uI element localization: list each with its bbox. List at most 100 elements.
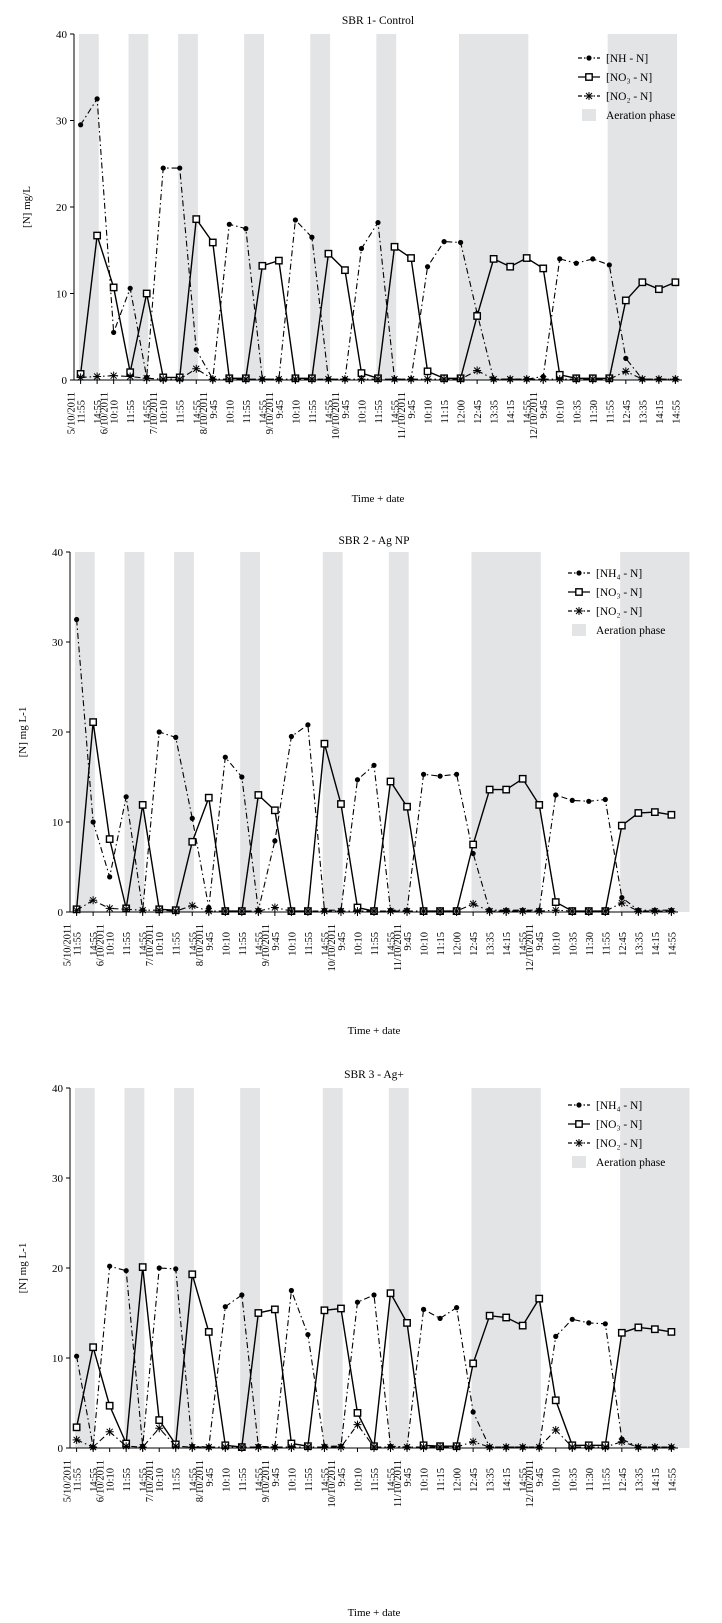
legend-marker-square bbox=[585, 73, 593, 81]
data-point-no2 bbox=[419, 907, 428, 916]
x-tick-label: 10:10 bbox=[110, 400, 121, 424]
x-tick-label: 11:55 bbox=[605, 400, 616, 424]
legend-marker-dot bbox=[576, 570, 582, 576]
x-tick-label: 14:55 bbox=[258, 400, 269, 424]
data-point-no2 bbox=[72, 906, 81, 915]
legend-marker-dot bbox=[576, 1102, 582, 1108]
data-point-no3 bbox=[506, 262, 515, 271]
date-label: 6/10/2011 bbox=[96, 924, 107, 966]
data-point-no2 bbox=[601, 907, 610, 916]
data-point-no2 bbox=[320, 907, 329, 916]
data-point-no2 bbox=[320, 1443, 329, 1452]
date-label: 6/10/2011 bbox=[100, 392, 111, 434]
x-tick-label: 14:15 bbox=[502, 1468, 513, 1492]
aeration-band bbox=[240, 1088, 260, 1448]
date-label: 12/10/2011 bbox=[525, 1460, 536, 1507]
x-tick-label: 14:55 bbox=[523, 400, 534, 424]
x-tick-label: 9:45 bbox=[337, 932, 348, 951]
x-tick-label: 10:10 bbox=[353, 932, 364, 956]
data-point-no2 bbox=[518, 1443, 527, 1452]
data-point-no3 bbox=[502, 785, 511, 794]
legend-label: [NO₃ - N] bbox=[606, 72, 652, 84]
data-point-nh4 bbox=[569, 797, 575, 804]
data-point-nh4 bbox=[305, 1332, 311, 1338]
x-tick-label: 10:10 bbox=[357, 400, 368, 424]
data-point-no2 bbox=[423, 375, 432, 384]
date-label: 6/10/2011 bbox=[96, 1460, 107, 1502]
legend-item-no2: [NO₂ - N] bbox=[568, 1138, 642, 1150]
x-axis-label: Time + date bbox=[348, 1607, 401, 1619]
x-tick-label: 11:55 bbox=[304, 1468, 315, 1492]
aeration-band bbox=[471, 1088, 541, 1448]
data-point-no2 bbox=[336, 1443, 345, 1452]
date-label: 10/10/2011 bbox=[327, 1460, 338, 1507]
date-label: 9/10/2011 bbox=[261, 924, 272, 966]
series-no2 bbox=[76, 364, 680, 384]
chart-panel-1: 0 10 20 30 40 11:55 14:55 10:10 11:55 14:55 10:10 1… bbox=[21, 15, 682, 505]
data-point-no2 bbox=[221, 1443, 230, 1452]
data-point-no3 bbox=[407, 254, 415, 262]
x-tick-label: 14:15 bbox=[655, 400, 666, 424]
data-point-no2 bbox=[287, 907, 296, 916]
data-point-no2 bbox=[274, 375, 283, 384]
chart-title: SBR 1- Control bbox=[342, 15, 414, 27]
data-point-nh4 bbox=[553, 792, 559, 798]
data-point-no2 bbox=[72, 1435, 81, 1444]
data-point-nh4 bbox=[375, 219, 381, 226]
data-point-nh4 bbox=[160, 165, 166, 171]
x-tick-label: 11:55 bbox=[242, 400, 253, 424]
data-point-no3 bbox=[89, 718, 98, 727]
y-tick-label: 30 bbox=[52, 637, 64, 649]
data-point-nh4 bbox=[441, 239, 447, 245]
data-point-no2 bbox=[568, 1443, 577, 1452]
data-point-nh4 bbox=[288, 733, 294, 740]
data-point-no3 bbox=[337, 1304, 345, 1313]
data-point-no2 bbox=[159, 375, 168, 384]
data-point-no2 bbox=[650, 1443, 659, 1452]
data-point-nh4 bbox=[239, 1292, 245, 1298]
data-point-no3 bbox=[617, 821, 626, 830]
x-tick-label: 14:15 bbox=[502, 932, 513, 956]
legend-item-no3: [NO₃ - N] bbox=[568, 1119, 642, 1131]
data-point-no3 bbox=[469, 840, 478, 849]
data-point-nh4 bbox=[239, 774, 245, 780]
legend-label: [NO₃ - N] bbox=[596, 587, 642, 599]
series-no2 bbox=[72, 896, 676, 916]
data-point-no2 bbox=[419, 1443, 428, 1452]
data-point-no2 bbox=[502, 1443, 511, 1452]
data-point-nh4 bbox=[454, 1305, 460, 1311]
data-point-no2 bbox=[539, 375, 548, 384]
x-tick-label: 11:15 bbox=[440, 400, 451, 424]
x-tick-label: 9:45 bbox=[205, 932, 216, 951]
data-point-no2 bbox=[535, 907, 544, 916]
x-tick-label: 14:55 bbox=[324, 400, 335, 424]
data-point-no2 bbox=[506, 375, 515, 384]
chart-title: SBR 2 - Ag NP bbox=[339, 535, 410, 547]
data-point-no2 bbox=[142, 374, 151, 383]
data-point-no3 bbox=[320, 1306, 329, 1315]
x-tick-label: 14:55 bbox=[139, 932, 150, 956]
data-point-no2 bbox=[407, 375, 416, 384]
aeration-band bbox=[74, 552, 95, 912]
x-tick-label: 9:45 bbox=[271, 932, 282, 951]
data-point-no3 bbox=[485, 1311, 494, 1320]
x-tick-label: 10:10 bbox=[287, 1468, 298, 1492]
x-tick-label: 13:35 bbox=[490, 400, 501, 424]
x-tick-label: 14:55 bbox=[519, 1468, 530, 1492]
x-tick-label: 13:35 bbox=[638, 400, 649, 424]
data-point-nh4 bbox=[553, 1333, 559, 1339]
x-tick-label: 14:55 bbox=[254, 1468, 265, 1492]
data-point-no3 bbox=[204, 793, 213, 802]
x-tick-label: 11:55 bbox=[601, 1468, 612, 1492]
x-tick-label: 10:35 bbox=[568, 932, 579, 956]
data-point-no3 bbox=[390, 242, 399, 251]
data-point-no2 bbox=[621, 367, 630, 376]
data-point-no2 bbox=[353, 907, 362, 916]
data-point-no3 bbox=[489, 254, 498, 263]
data-point-no3 bbox=[634, 1323, 643, 1332]
data-point-no3 bbox=[502, 1313, 511, 1322]
y-tick-label: 30 bbox=[52, 1173, 64, 1185]
data-point-no2 bbox=[485, 1443, 494, 1452]
data-point-nh4 bbox=[586, 1320, 592, 1326]
data-point-no2 bbox=[386, 1443, 395, 1452]
